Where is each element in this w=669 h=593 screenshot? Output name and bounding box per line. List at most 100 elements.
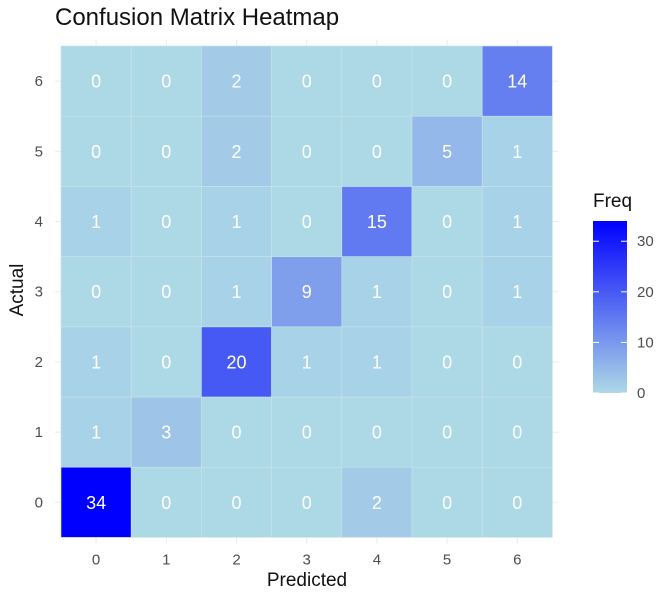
cell-value-label: 20 <box>226 352 246 372</box>
cell-value-label: 0 <box>442 493 452 513</box>
cell-value-label: 1 <box>91 423 101 443</box>
cell-value-label: 0 <box>302 72 312 92</box>
heatmap-cell <box>201 45 272 117</box>
cell-value-label: 0 <box>302 142 312 162</box>
x-tick-label: 5 <box>443 551 451 568</box>
legend: Freq 0 10 20 30 <box>593 191 654 402</box>
y-tick-label: 1 <box>35 424 43 441</box>
heatmap-cell <box>271 256 343 328</box>
y-tick-label: 0 <box>35 494 43 511</box>
legend-tick-label: 20 <box>637 284 654 301</box>
heatmap-cell <box>341 396 413 468</box>
heatmap-cell <box>271 396 343 468</box>
legend-color-bar <box>593 221 627 393</box>
legend-tick-label: 10 <box>637 334 654 351</box>
cell-value-label: 0 <box>372 423 382 443</box>
x-tick-label: 2 <box>232 551 240 568</box>
cell-value-label: 0 <box>442 282 452 302</box>
cell-value-label: 0 <box>161 212 171 232</box>
legend-ticks: 0 10 20 30 <box>593 233 654 402</box>
heatmap-cells: 34 0 0 0 2 0 01 3 0 0 0 0 01 0 20 1 1 0 00 0 1 9 1 0 11 0 1 0 15 0 10 0… <box>60 45 553 538</box>
cell-value-label: 1 <box>512 142 522 162</box>
heatmap-cell <box>481 466 553 538</box>
heatmap-cell <box>481 326 553 398</box>
heatmap-cell <box>411 45 483 117</box>
cell-value-label: 1 <box>231 282 241 302</box>
cell-value-label: 0 <box>161 352 171 372</box>
legend-title: Freq <box>593 191 632 212</box>
cell-value-label: 2 <box>231 72 241 92</box>
heatmap-cell <box>481 186 553 257</box>
cell-value-label: 1 <box>91 352 101 372</box>
cell-value-label: 1 <box>302 352 312 372</box>
heatmap-cell <box>411 466 483 538</box>
cell-value-label: 0 <box>512 423 522 443</box>
cell-value-label: 15 <box>367 212 387 232</box>
heatmap-cell <box>481 45 553 117</box>
cell-value-label: 9 <box>302 282 312 302</box>
cell-value-label: 1 <box>231 212 241 232</box>
cell-value-label: 0 <box>161 72 171 92</box>
heatmap-cell <box>130 396 202 468</box>
cell-value-label: 2 <box>231 142 241 162</box>
x-tick-label: 6 <box>513 551 521 568</box>
x-tick-label: 0 <box>92 551 100 568</box>
x-tick-label: 4 <box>373 551 381 568</box>
heatmap-cell <box>411 186 483 257</box>
cell-value-label: 3 <box>161 423 171 443</box>
heatmap-cell <box>60 186 132 257</box>
cell-value-label: 0 <box>442 352 452 372</box>
heatmap-cell <box>130 115 202 187</box>
cell-value-label: 34 <box>86 493 106 513</box>
legend-tick-label: 30 <box>637 233 654 250</box>
x-tick-label: 3 <box>303 551 311 568</box>
y-tick-label: 2 <box>35 354 43 371</box>
heatmap-cell <box>271 186 343 257</box>
y-tick-label: 5 <box>35 143 43 160</box>
x-axis-title: Predicted <box>267 570 347 591</box>
cell-value-label: 1 <box>512 282 522 302</box>
cell-value-label: 0 <box>442 72 452 92</box>
heatmap-cell <box>130 256 202 328</box>
cell-value-label: 0 <box>161 493 171 513</box>
cell-value-label: 14 <box>507 72 527 92</box>
heatmap-cell <box>411 256 483 328</box>
heatmap-cell <box>341 326 413 398</box>
cell-value-label: 1 <box>372 282 382 302</box>
heatmap-cell <box>201 326 272 398</box>
cell-value-label: 0 <box>512 352 522 372</box>
cell-value-label: 0 <box>372 72 382 92</box>
heatmap-cell <box>341 186 413 257</box>
cell-value-label: 0 <box>231 493 241 513</box>
heatmap-cell <box>341 256 413 328</box>
heatmap-cell <box>411 396 483 468</box>
cell-value-label: 0 <box>512 493 522 513</box>
y-tick-label: 3 <box>35 284 43 301</box>
x-tick-label: 1 <box>162 551 170 568</box>
cell-value-label: 0 <box>372 142 382 162</box>
cell-value-label: 0 <box>442 423 452 443</box>
heatmap-cell <box>201 396 272 468</box>
heatmap-cell <box>411 326 483 398</box>
heatmap-cell <box>271 45 343 117</box>
cell-value-label: 0 <box>161 282 171 302</box>
heatmap-cell <box>130 45 202 117</box>
y-axis-ticks: 0 1 2 3 4 5 6 <box>35 73 43 511</box>
cell-value-label: 0 <box>91 72 101 92</box>
heatmap-cell <box>60 256 132 328</box>
heatmap-cell <box>130 326 202 398</box>
cell-value-label: 0 <box>302 423 312 443</box>
cell-value-label: 2 <box>372 493 382 513</box>
y-axis-title: Actual <box>7 264 28 317</box>
cell-value-label: 1 <box>512 212 522 232</box>
cell-value-label: 1 <box>91 212 101 232</box>
chart-title: Confusion Matrix Heatmap <box>55 4 339 31</box>
y-tick-label: 4 <box>35 214 43 231</box>
heatmap-cell <box>201 466 272 538</box>
heatmap-cell <box>481 115 553 187</box>
cell-value-label: 1 <box>372 352 382 372</box>
heatmap-cell <box>201 256 272 328</box>
cell-value-label: 0 <box>442 212 452 232</box>
x-axis-ticks: 0 1 2 3 4 5 6 <box>92 551 522 568</box>
